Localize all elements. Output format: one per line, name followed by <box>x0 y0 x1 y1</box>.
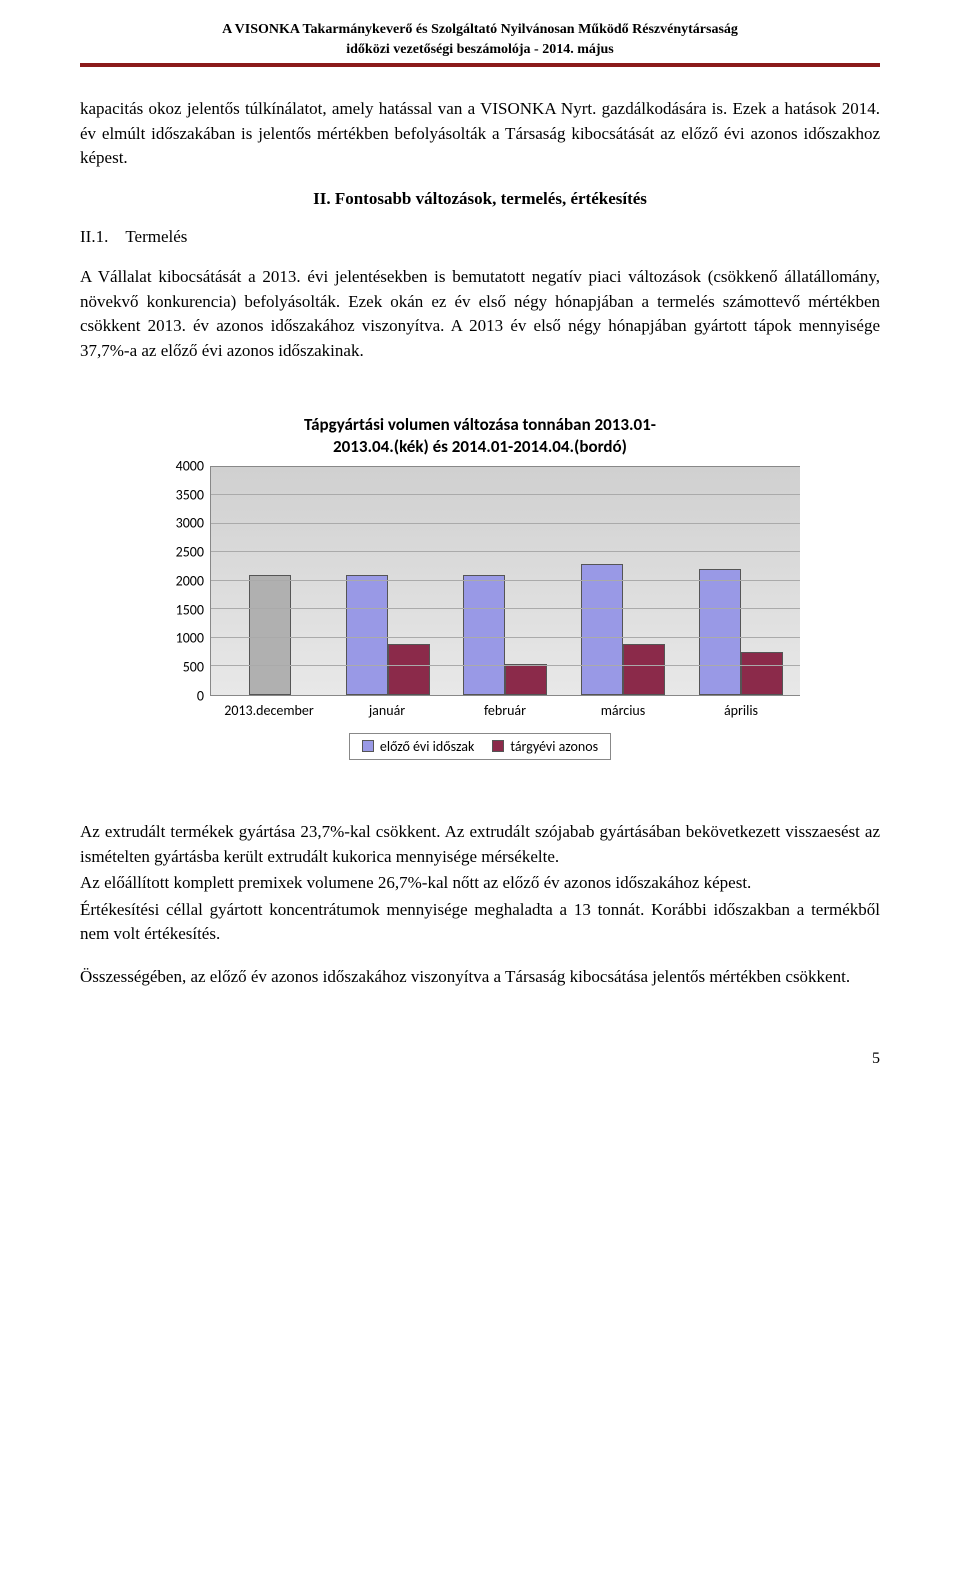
paragraph-5: Értékesítési céllal gyártott koncentrátu… <box>80 898 880 947</box>
gridline <box>211 551 800 552</box>
legend-item-curr: tárgyévi azonos <box>492 738 598 755</box>
paragraph-4: Az előállított komplett premixek volumen… <box>80 871 880 896</box>
legend-label-prev: előző évi időszak <box>380 738 474 755</box>
bar <box>388 644 430 695</box>
bar <box>249 575 291 695</box>
chart-area: 05001000150020002500300035004000 <box>160 466 800 696</box>
y-tick-label: 2500 <box>160 544 204 561</box>
x-axis: 2013.decemberjanuárfebruármárciusáprilis <box>210 696 800 719</box>
x-label: január <box>328 696 446 719</box>
paragraph-2: A Vállalat kibocsátását a 2013. évi jele… <box>80 265 880 364</box>
y-tick-label: 4000 <box>160 457 204 474</box>
x-label: 2013.december <box>210 696 328 719</box>
y-tick-label: 3000 <box>160 515 204 532</box>
bar <box>505 664 547 695</box>
section-title: II. Fontosabb változások, termelés, érté… <box>80 189 880 209</box>
x-label: február <box>446 696 564 719</box>
bar-group <box>211 467 329 695</box>
legend-label-curr: tárgyévi azonos <box>510 738 598 755</box>
legend-item-prev: előző évi időszak <box>362 738 474 755</box>
gridline <box>211 608 800 609</box>
volume-chart: Tápgyártási volumen változása tonnában 2… <box>160 414 800 760</box>
paragraph-3: Az extrudált termékek gyártása 23,7%-kal… <box>80 820 880 869</box>
bars-row <box>211 467 800 695</box>
page-number: 5 <box>80 1050 880 1068</box>
x-label: március <box>564 696 682 719</box>
bar <box>741 652 783 695</box>
subsection-label: II.1. Termelés <box>80 227 880 247</box>
chart-title: Tápgyártási volumen változása tonnában 2… <box>160 414 800 458</box>
bar <box>623 644 665 695</box>
y-tick-label: 500 <box>160 659 204 676</box>
bar-group <box>682 467 800 695</box>
gridline <box>211 580 800 581</box>
gridline <box>211 523 800 524</box>
y-tick-label: 2000 <box>160 572 204 589</box>
doc-header-line1: A VISONKA Takarmánykeverő és Szolgáltató… <box>80 20 880 40</box>
paragraph-6: Összességében, az előző év azonos idősza… <box>80 965 880 990</box>
bar-group <box>564 467 682 695</box>
x-label: április <box>682 696 800 719</box>
legend-swatch-prev <box>362 740 374 752</box>
doc-header-line2: időközi vezetőségi beszámolója - 2014. m… <box>80 40 880 60</box>
y-tick-label: 3500 <box>160 486 204 503</box>
y-axis: 05001000150020002500300035004000 <box>160 466 210 696</box>
y-tick-label: 1500 <box>160 601 204 618</box>
chart-title-line2: 2013.04.(kék) és 2014.01-2014.04.(bordó) <box>333 436 627 457</box>
gridline <box>211 665 800 666</box>
gridline <box>211 637 800 638</box>
chart-title-line1: Tápgyártási volumen változása tonnában 2… <box>304 414 656 435</box>
bar-group <box>447 467 565 695</box>
bar <box>346 575 388 695</box>
y-tick-label: 1000 <box>160 630 204 647</box>
paragraph-1: kapacitás okoz jelentős túlkínálatot, am… <box>80 97 880 171</box>
bar-group <box>329 467 447 695</box>
y-tick-label: 0 <box>160 687 204 704</box>
doc-header: A VISONKA Takarmánykeverő és Szolgáltató… <box>80 20 880 63</box>
chart-plot <box>210 466 800 696</box>
bar <box>463 575 505 695</box>
header-rule <box>80 63 880 67</box>
bar <box>581 564 623 695</box>
bar <box>699 569 741 694</box>
gridline <box>211 494 800 495</box>
legend-swatch-curr <box>492 740 504 752</box>
chart-legend: előző évi időszak tárgyévi azonos <box>349 733 611 760</box>
